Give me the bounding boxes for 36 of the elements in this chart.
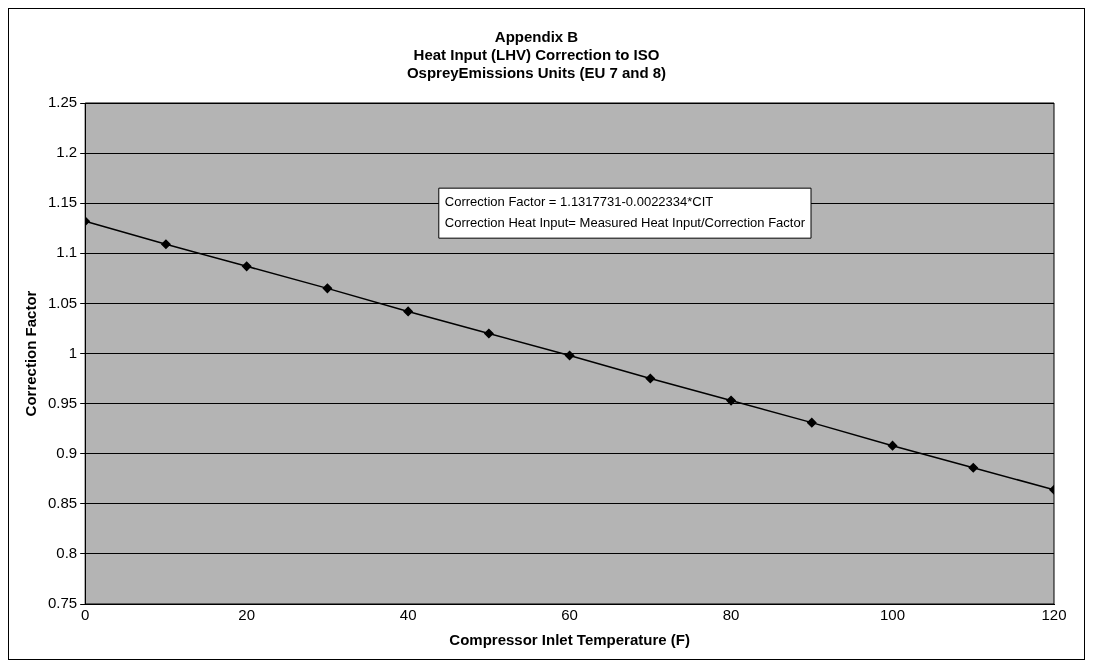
x-tick-label: 60 [561, 606, 578, 624]
y-tick-label: 1 [68, 343, 78, 361]
x-tick-label: 40 [399, 606, 417, 624]
x-tick-label: 20 [238, 606, 256, 624]
point [968, 462, 979, 473]
text: Heat Input (LHV) Correction to ISO [413, 46, 660, 64]
point [887, 440, 898, 451]
point [161, 239, 171, 250]
y-tick-label: 1.05 [47, 293, 78, 311]
text: OspreyEmissions Units (EU 7 and 8) [406, 64, 667, 82]
y-tick-label: 1.1 [56, 243, 78, 261]
point [645, 373, 656, 384]
annotation: Correction Factor = 1.1317731-0.0022334*CIT [444, 194, 714, 210]
y-tick-label: 1.25 [47, 93, 78, 111]
x-axis-title: Compressor Inlet Temperature (F) [449, 631, 690, 649]
point [484, 328, 494, 339]
x-tick-label: 80 [722, 606, 740, 624]
point [807, 417, 817, 428]
annotation: Correction Heat Input= Measured Heat Input/Correction Factor [444, 215, 806, 231]
x-tick-label: 0 [81, 606, 90, 624]
point [241, 261, 252, 272]
point [403, 306, 413, 317]
point [726, 395, 736, 406]
y-tick-label: 0.95 [47, 393, 78, 411]
y-tick-label: 0.9 [56, 443, 78, 461]
y-axis-title: Correction Factor [22, 290, 40, 417]
y-tick-label: 1.15 [47, 193, 78, 211]
x-tick-label: 100 [880, 606, 906, 624]
y-tick-label: 1.2 [56, 143, 78, 161]
y-tick-label: 0.85 [47, 493, 78, 511]
y-tick-label: 0.75 [47, 594, 78, 612]
y-tick-label: 0.8 [56, 544, 78, 562]
text: Appendix B [494, 28, 579, 46]
point [322, 283, 333, 294]
x-tick-label: 120 [1041, 606, 1067, 624]
point [564, 350, 575, 361]
